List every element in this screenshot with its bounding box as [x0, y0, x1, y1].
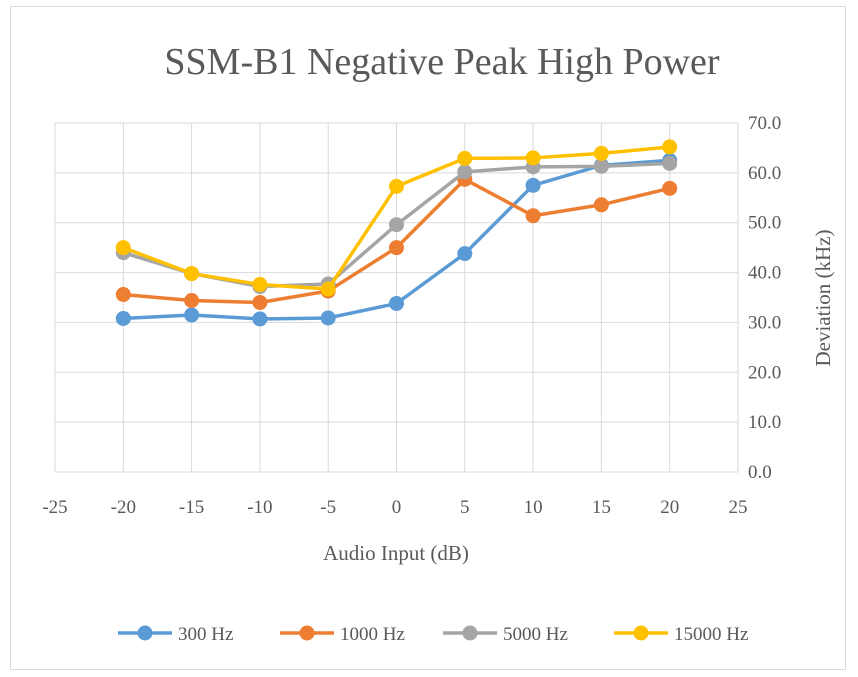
series-15000-hz	[115, 139, 678, 297]
data-point	[115, 240, 131, 256]
y-tick-label: 50.0	[748, 213, 781, 234]
chart-frame	[10, 6, 846, 670]
x-tick-label: -10	[247, 497, 272, 518]
legend-item: 300 Hz	[118, 624, 233, 645]
x-tick-label: 25	[729, 497, 748, 518]
y-tick-label: 20.0	[748, 362, 781, 383]
data-point	[662, 139, 678, 155]
data-point	[184, 307, 200, 323]
legend-marker	[137, 625, 153, 641]
data-point	[525, 208, 541, 224]
legend-label: 1000 Hz	[340, 624, 405, 645]
y-axis-tick-labels: 0.0 10.0 20.0 30.0 40.0 50.0 60.0 70.0	[748, 113, 781, 483]
data-point	[662, 180, 678, 196]
data-point	[525, 177, 541, 193]
data-point	[320, 281, 336, 297]
legend-item: 1000 Hz	[280, 624, 405, 645]
y-tick-label: 0.0	[748, 462, 772, 483]
y-axis-label: Deviation (kHz)	[811, 229, 835, 366]
data-point	[457, 246, 473, 262]
legend-label: 15000 Hz	[674, 624, 748, 645]
data-point	[252, 294, 268, 310]
y-tick-label: 40.0	[748, 263, 781, 284]
x-tick-label: 20	[660, 497, 679, 518]
data-point	[457, 150, 473, 166]
data-point	[320, 310, 336, 326]
legend-item: 5000 Hz	[443, 624, 568, 645]
x-tick-label: 10	[524, 497, 543, 518]
x-tick-label: -20	[111, 497, 136, 518]
x-tick-label: -15	[179, 497, 204, 518]
data-point	[184, 266, 200, 282]
data-point	[115, 287, 131, 303]
series-layer	[115, 139, 678, 327]
data-point	[662, 155, 678, 171]
x-axis-tick-labels: -25 -20 -15 -10 -5 0 5 10 15 20 25	[42, 497, 747, 518]
data-point	[525, 150, 541, 166]
y-tick-label: 70.0	[748, 113, 781, 134]
data-point	[389, 217, 404, 233]
data-point	[389, 295, 404, 311]
y-tick-label: 10.0	[748, 412, 781, 433]
chart-title: SSM-B1 Negative Peak High Power	[164, 41, 720, 83]
x-tick-label: 5	[460, 497, 470, 518]
data-point	[593, 158, 609, 174]
legend-marker	[462, 625, 478, 641]
legend-label: 300 Hz	[178, 624, 233, 645]
legend-label: 5000 Hz	[503, 624, 568, 645]
data-point	[252, 277, 268, 293]
x-axis-label: Audio Input (dB)	[323, 541, 469, 565]
data-point	[389, 240, 404, 256]
legend-marker	[299, 625, 315, 641]
x-tick-label: -25	[42, 497, 67, 518]
legend-item: 15000 Hz	[614, 624, 748, 645]
data-point	[184, 292, 200, 308]
legend: 300 Hz 1000 Hz 5000 Hz 15000 Hz	[118, 624, 748, 645]
y-tick-label: 30.0	[748, 312, 781, 333]
y-tick-label: 60.0	[748, 163, 781, 184]
data-point	[593, 145, 609, 161]
data-point	[115, 310, 131, 326]
data-point	[252, 311, 268, 327]
x-tick-label: 0	[392, 497, 402, 518]
data-point	[389, 178, 404, 194]
x-tick-label: 15	[592, 497, 611, 518]
x-tick-label: -5	[320, 497, 336, 518]
legend-marker	[633, 625, 649, 641]
data-point	[457, 164, 473, 180]
data-point	[593, 197, 609, 213]
